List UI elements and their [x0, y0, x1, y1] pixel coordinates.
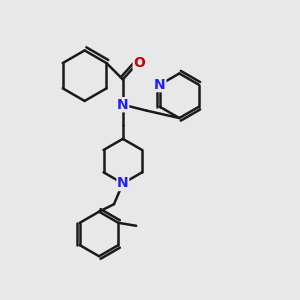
Text: N: N	[117, 98, 129, 112]
Text: N: N	[117, 176, 129, 190]
Text: N: N	[154, 78, 166, 92]
Text: O: O	[133, 56, 145, 70]
